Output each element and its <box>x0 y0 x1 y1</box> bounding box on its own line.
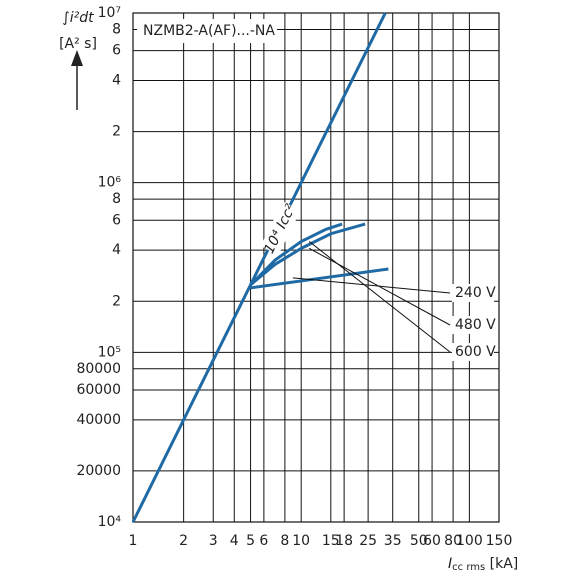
y-tick-label: 10⁴ <box>98 514 122 530</box>
series-label-bg <box>452 343 494 361</box>
chart-title: NZMB2-A(AF)...-NA <box>143 23 275 39</box>
series-line <box>250 267 389 290</box>
y-tick-label: 6 <box>112 43 121 59</box>
y-tick-label: 2 <box>112 124 121 140</box>
x-axis-title-part: I <box>448 556 452 572</box>
y-tick-label: 80000 <box>76 361 121 377</box>
series-line <box>249 222 343 286</box>
legend-label: 240 V <box>455 285 496 301</box>
title-bg <box>137 19 277 43</box>
y-tick-label: 4 <box>112 242 121 258</box>
x-tick-label: 60 <box>423 533 441 549</box>
x-tick-label: 100 <box>456 533 483 549</box>
plot-frame <box>132 12 500 523</box>
y-tick-label: 4 <box>112 73 121 89</box>
leader-line <box>308 247 451 326</box>
x-tick-label: 4 <box>230 533 239 549</box>
y-tick-label: 10⁵ <box>98 344 121 360</box>
y-tick-label: 8 <box>112 21 121 37</box>
series-label-bg <box>452 284 494 302</box>
leader-line <box>308 241 451 353</box>
series-label-bg <box>260 201 301 256</box>
y-tick-label: 10⁷ <box>98 5 121 21</box>
x-tick-label: 3 <box>209 533 218 549</box>
leader-line <box>292 277 451 294</box>
y-tick-label: 6 <box>112 212 121 228</box>
y-tick-label: 20000 <box>76 463 121 479</box>
y-arrow-head <box>71 50 83 66</box>
x-tick-label: 18 <box>335 533 353 549</box>
x-axis-title-part: cc rms <box>452 562 485 573</box>
x-tick-label: 50 <box>410 533 428 549</box>
y-axis-title: ∫i²dt <box>62 10 94 26</box>
x-tick-label: 150 <box>486 533 513 549</box>
x-tick-label: 25 <box>359 533 377 549</box>
y-tick-label: 60000 <box>76 382 121 398</box>
x-axis-title-part: [kA] <box>485 556 518 572</box>
series-label-bg <box>452 316 494 334</box>
x-tick-label: 15 <box>322 533 340 549</box>
x-tick-label: 35 <box>384 533 402 549</box>
y-tick-label: 8 <box>112 191 121 207</box>
x-tick-label: 6 <box>259 533 268 549</box>
x-tick-label: 80 <box>444 533 462 549</box>
x-tick-label: 5 <box>246 533 255 549</box>
legend-label: 480 V <box>455 317 496 333</box>
y-tick-label: 10⁶ <box>98 175 122 191</box>
y-axis-title: [A² s] <box>59 36 97 52</box>
x-tick-label: 2 <box>179 533 188 549</box>
series-line <box>131 12 387 523</box>
x-tick-label: 10 <box>292 533 310 549</box>
legend-label: 600 V <box>455 344 496 360</box>
x-axis-title: Icc rms [kA] <box>448 556 518 573</box>
x-tick-label: 1 <box>129 533 138 549</box>
y-tick-label: 2 <box>112 293 121 309</box>
x-tick-label: 8 <box>280 533 289 549</box>
series-line <box>249 222 366 286</box>
y-tick-label: 40000 <box>76 412 121 428</box>
